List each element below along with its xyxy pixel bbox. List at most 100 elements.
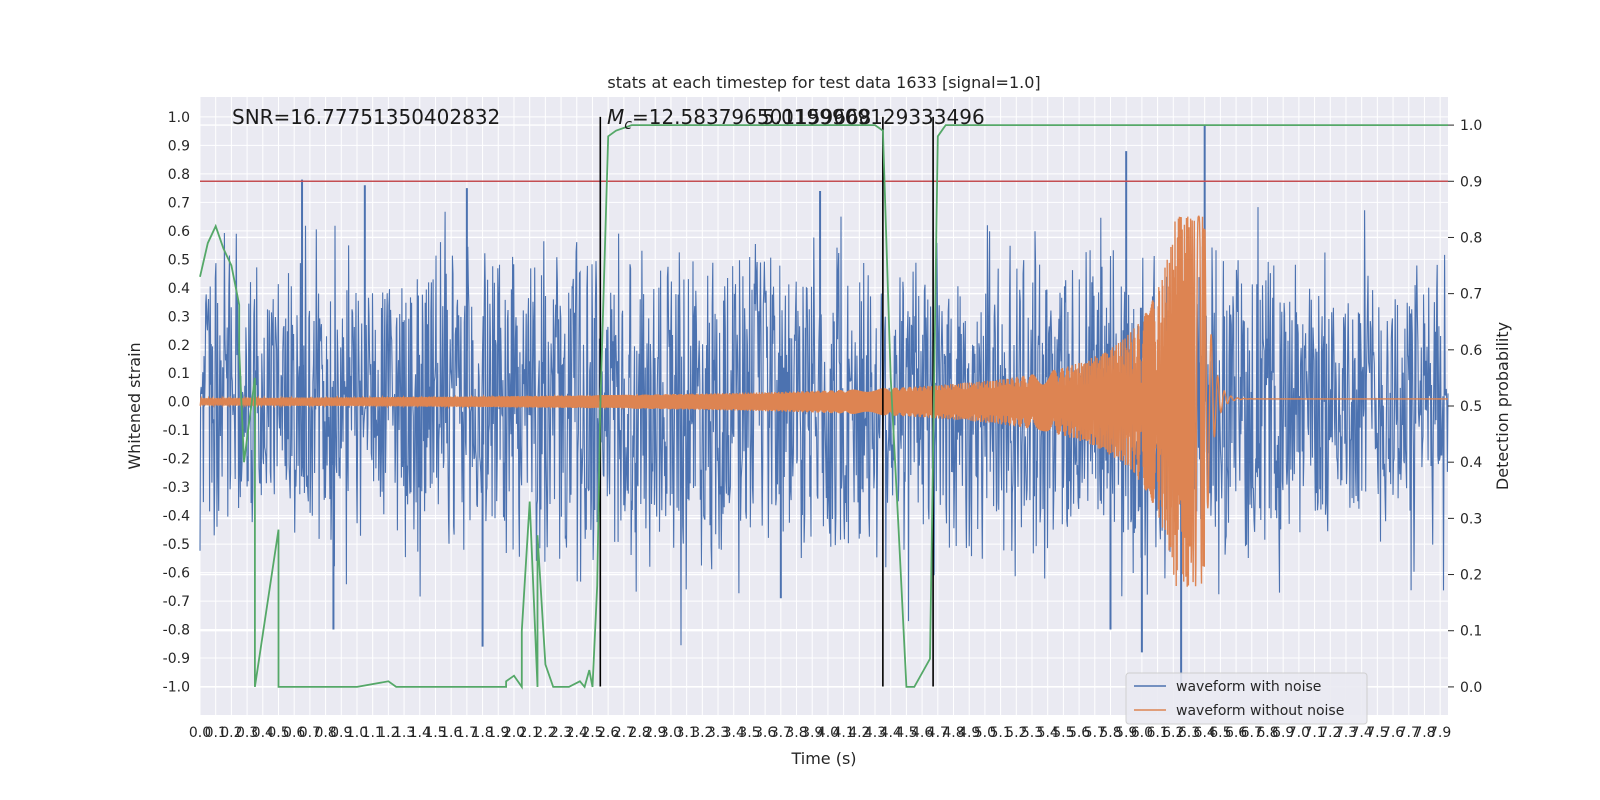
x-tick-label: 6.8 — [1256, 725, 1278, 741]
x-tick-label: 1.1 — [362, 725, 384, 741]
x-axis-label: Time (s) — [790, 749, 856, 768]
y-right-tick-label: 0.8 — [1460, 230, 1482, 246]
x-tick-label: 0.0 — [189, 725, 211, 741]
x-tick-label: 6.6 — [1225, 725, 1247, 741]
y-tick-label: 0.9 — [168, 138, 190, 154]
y-tick-labels: 1.0 0.9 0.8 0.7 0.6 0.5 0.4 0.3 0.2 0.1 0.0 -0.1 -0.… — [163, 110, 190, 696]
x-tick-label: 3.9 — [801, 725, 823, 741]
x-tick-label: 1.4 — [409, 725, 431, 741]
y-right-axis-label: Detection probability — [1493, 322, 1512, 490]
y-tick-label: -0.7 — [163, 594, 190, 610]
x-tick-label: 7.7 — [1398, 725, 1420, 741]
mc-value: =12.583796501159668 — [632, 105, 871, 129]
x-tick-label: 5.8 — [1099, 725, 1121, 741]
chirp-series — [199, 215, 1448, 587]
x-tick-label: 0.4 — [252, 725, 274, 741]
x-tick-label: 1.8 — [471, 725, 493, 741]
y-tick-label: 0.4 — [168, 281, 190, 297]
y-tick-label: 0.6 — [168, 224, 190, 240]
x-tick-label: 1.5 — [424, 725, 446, 741]
legend-label-signal: waveform without noise — [1176, 703, 1344, 719]
x-tick-label: 1.9 — [487, 725, 509, 741]
x-tick-label: 0.5 — [267, 725, 289, 741]
x-tick-label: 2.3 — [550, 725, 572, 741]
x-tick-label: 0.9 — [330, 725, 352, 741]
chirp-trace — [199, 215, 1448, 587]
x-tick-label: 2.1 — [519, 725, 541, 741]
x-tick-label: 7.6 — [1382, 725, 1404, 741]
y-tick-label: 0.7 — [168, 195, 190, 211]
x-tick-label: 7.8 — [1413, 725, 1435, 741]
x-tick-label: 2.7 — [613, 725, 635, 741]
x-tick-label: 5.5 — [1052, 725, 1074, 741]
y-tick-label: 0.1 — [168, 366, 190, 382]
x-tick-label: 5.6 — [1068, 725, 1090, 741]
x-tick-label: 4.7 — [927, 725, 949, 741]
x-tick-label: 6.1 — [1146, 725, 1168, 741]
y-tick-label: -0.4 — [163, 509, 190, 525]
x-tick-label: 7.5 — [1366, 725, 1388, 741]
y-tick-label: 0.5 — [168, 252, 190, 268]
x-tick-label: 7.3 — [1335, 725, 1357, 741]
mc-symbol: M — [607, 105, 624, 129]
x-tick-label: 0.6 — [283, 725, 305, 741]
x-tick-label: 4.1 — [832, 725, 854, 741]
x-tick-label: 2.8 — [628, 725, 650, 741]
legend-label-noise: waveform with noise — [1176, 679, 1321, 695]
y-tick-label: -0.3 — [163, 480, 190, 496]
x-tick-label: 4.8 — [942, 725, 964, 741]
x-tick-label: 3.4 — [723, 725, 745, 741]
y-right-tick-label: 0.3 — [1460, 511, 1482, 527]
y-right-tick-label: 0.4 — [1460, 455, 1482, 471]
x-tick-label: 6.4 — [1194, 725, 1216, 741]
y-right-tick-labels: 1.0 0.9 0.8 0.7 0.6 0.5 0.4 0.3 0.2 0.1 0.0 — [1448, 118, 1482, 696]
y-axis-label: Whitened strain — [125, 342, 144, 469]
x-tick-label: 3.6 — [754, 725, 776, 741]
x-tick-label: 0.1 — [205, 725, 227, 741]
x-tick-label: 7.9 — [1429, 725, 1451, 741]
chart-title: stats at each timestep for test data 163… — [607, 73, 1040, 92]
y-tick-label: 0.0 — [168, 395, 190, 411]
x-tick-label: 5.2 — [1005, 725, 1027, 741]
x-tick-label: 2.2 — [534, 725, 556, 741]
snr-annotation: SNR=16.77751350402832 — [232, 105, 500, 129]
legend-box — [1125, 672, 1368, 725]
x-tick-label: 0.8 — [314, 725, 336, 741]
x-tick-label: 4.2 — [848, 725, 870, 741]
x-tick-label: 2.5 — [581, 725, 603, 741]
mc-subscript: c — [624, 117, 632, 133]
y-right-tick-label: 0.2 — [1460, 568, 1482, 584]
y-tick-label: -0.6 — [163, 566, 190, 582]
x-tick-label: 6.7 — [1241, 725, 1263, 741]
y-right-tick-label: 0.6 — [1460, 343, 1482, 359]
x-tick-label: 3.0 — [660, 725, 682, 741]
x-tick-label: 4.6 — [911, 725, 933, 741]
x-tick-label: 3.2 — [691, 725, 713, 741]
y-tick-label: 0.2 — [168, 338, 190, 354]
x-tick-label: 3.7 — [770, 725, 792, 741]
mc-annotation: Mc=12.583796501159668 — [607, 105, 871, 133]
x-tick-label: 7.2 — [1319, 725, 1341, 741]
legend: waveform with noise waveform without noi… — [1125, 672, 1368, 725]
x-tick-label: 1.3 — [393, 725, 415, 741]
x-tick-label: 4.0 — [817, 725, 839, 741]
x-tick-label: 0.2 — [220, 725, 242, 741]
y-tick-label: 0.3 — [168, 309, 190, 325]
x-tick-label: 5.3 — [1021, 725, 1043, 741]
y-right-tick-label: 0.9 — [1460, 174, 1482, 190]
x-tick-label: 2.9 — [644, 725, 666, 741]
y-right-tick-label: 0.7 — [1460, 287, 1482, 303]
y-right-tick-label: 0.1 — [1460, 624, 1482, 640]
x-tick-label: 4.3 — [864, 725, 886, 741]
x-tick-label: 7.4 — [1351, 725, 1373, 741]
y-tick-label: -0.8 — [163, 623, 190, 639]
probability-trace — [199, 124, 1448, 690]
probability-series — [199, 124, 1448, 690]
overlap-annotation: 5.0199909129333496 — [762, 105, 985, 129]
x-tick-label: 6.5 — [1209, 725, 1231, 741]
x-tick-label: 3.8 — [785, 725, 807, 741]
x-tick-label: 6.0 — [1131, 725, 1153, 741]
x-tick-label: 0.3 — [236, 725, 258, 741]
x-tick-label: 5.7 — [1084, 725, 1106, 741]
y-right-tick-label: 1.0 — [1460, 118, 1482, 134]
